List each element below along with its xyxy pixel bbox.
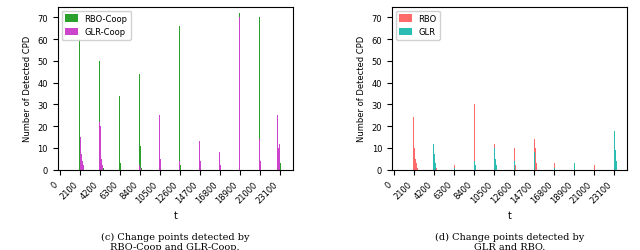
Title: (c) Change points detected by
RBO-Coop and GLR-Coop.: (c) Change points detected by RBO-Coop a… bbox=[101, 232, 250, 250]
Y-axis label: Number of Detected CPD: Number of Detected CPD bbox=[22, 36, 32, 142]
X-axis label: t: t bbox=[173, 210, 177, 220]
Legend: RBO-Coop, GLR-Coop: RBO-Coop, GLR-Coop bbox=[62, 12, 131, 40]
Y-axis label: Number of Detected CPD: Number of Detected CPD bbox=[357, 36, 366, 142]
Title: (d) Change points detected by
GLR and RBO.: (d) Change points detected by GLR and RB… bbox=[435, 232, 584, 250]
X-axis label: t: t bbox=[508, 210, 511, 220]
Legend: RBO, GLR: RBO, GLR bbox=[396, 12, 440, 40]
